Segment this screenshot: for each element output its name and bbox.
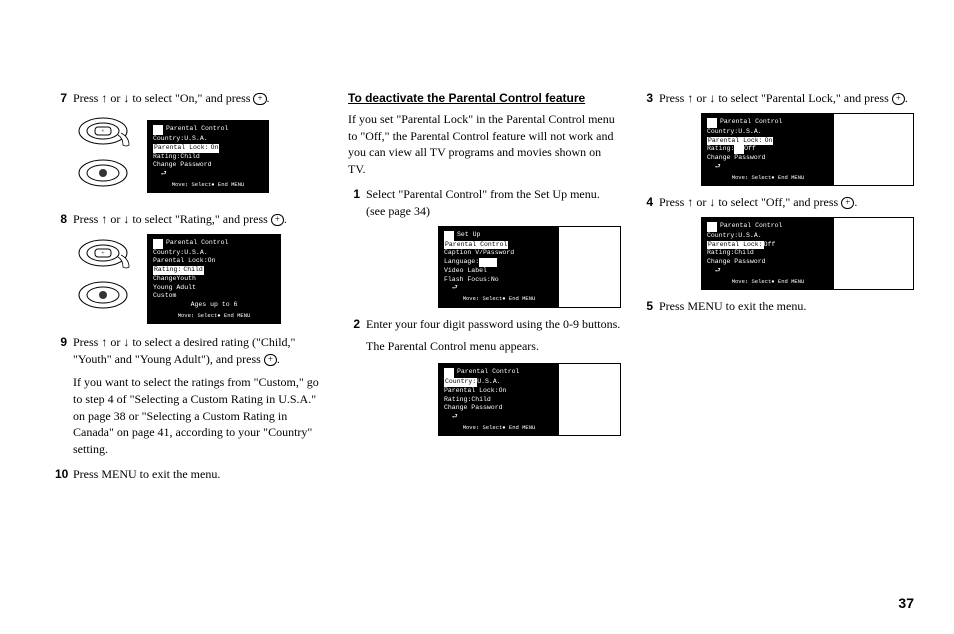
step-4: 4 Press or to select "Off," and press +. — [641, 194, 914, 211]
plus-button-icon: + — [271, 214, 284, 226]
manual-page: 7 Press or to select "On," and press +. … — [0, 0, 954, 509]
step-5: 5 Press MENU to exit the menu. — [641, 298, 914, 315]
figure-8: + Parental Control Country: U.S.A. Paren… — [73, 234, 328, 325]
section-heading: To deactivate the Parental Control featu… — [348, 90, 621, 107]
plus-button-icon: + — [253, 93, 266, 105]
tv-screen-setup: Set Up Parental Control Caption V/Passwo… — [438, 226, 621, 308]
step-7: 7 Press or to select "On," and press +. — [55, 90, 328, 107]
figure-7: + Parental Control Country: U.S.A. Paren… — [73, 113, 328, 201]
step-number: 5 — [641, 298, 659, 315]
step-text: Press or to select "On," and press +. — [73, 90, 328, 107]
column-2: To deactivate the Parental Control featu… — [348, 90, 621, 489]
plus-button-icon: + — [841, 197, 854, 209]
step-number: 9 — [55, 334, 73, 368]
step-9-note: If you want to select the ratings from "… — [73, 374, 328, 458]
step-number: 7 — [55, 90, 73, 107]
plus-button-icon: + — [892, 93, 905, 105]
step-number: 1 — [348, 186, 366, 220]
step-text: Enter your four digit password using the… — [366, 316, 621, 333]
remote-buttons-icon: + — [73, 113, 141, 201]
plus-button-icon: + — [264, 354, 277, 366]
step-text: Press MENU to exit the menu. — [73, 466, 328, 483]
step-number: 4 — [641, 194, 659, 211]
remote-buttons-icon: + — [73, 235, 141, 323]
step-text: Select "Parental Control" from the Set U… — [366, 186, 621, 220]
intro-text: If you set "Parental Lock" in the Parent… — [348, 111, 621, 178]
tv-screen-8: Parental Control Country: U.S.A. Parenta… — [147, 234, 281, 325]
step-2-sub: The Parental Control menu appears. — [366, 338, 621, 355]
step-3: 3 Press or to select "Parental Lock," an… — [641, 90, 914, 107]
column-3: 3 Press or to select "Parental Lock," an… — [641, 90, 914, 489]
step-9: 9 Press or to select a desired rating ("… — [55, 334, 328, 368]
step-number: 3 — [641, 90, 659, 107]
step-text: Press or to select "Rating," and press +… — [73, 211, 328, 228]
step-text: Press or to select "Off," and press +. — [659, 194, 914, 211]
tv-screen-4: Parental Control Country: U.S.A. Parenta… — [701, 217, 914, 290]
step-8: 8 Press or to select "Rating," and press… — [55, 211, 328, 228]
step-number: 8 — [55, 211, 73, 228]
step-number: 10 — [55, 466, 73, 483]
step-text: Press MENU to exit the menu. — [659, 298, 914, 315]
page-number: 37 — [898, 594, 914, 614]
tv-screen-pc-menu: Parental Control Country: U.S.A. Parenta… — [438, 363, 621, 436]
step-number: 2 — [348, 316, 366, 333]
step-text: Press or to select "Parental Lock," and … — [659, 90, 914, 107]
tv-screen-7: Parental Control Country: U.S.A. Parenta… — [147, 120, 269, 193]
step-text: Press or to select a desired rating ("Ch… — [73, 334, 328, 368]
column-1: 7 Press or to select "On," and press +. … — [55, 90, 328, 489]
step-2: 2 Enter your four digit password using t… — [348, 316, 621, 333]
step-10: 10 Press MENU to exit the menu. — [55, 466, 328, 483]
step-1: 1 Select "Parental Control" from the Set… — [348, 186, 621, 220]
tv-screen-3: Parental Control Country: U.S.A. Parenta… — [701, 113, 914, 186]
